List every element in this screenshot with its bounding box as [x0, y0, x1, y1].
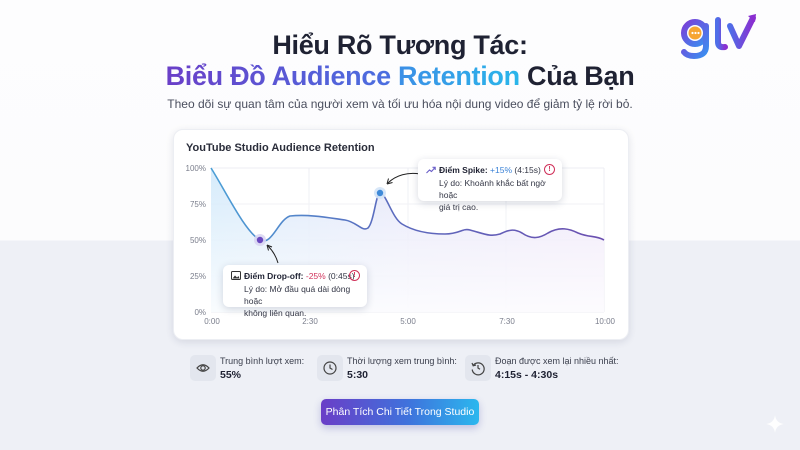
page-title-line2: Biểu Đồ Audience Retention Của Bạn: [0, 61, 800, 92]
x-tick-4: 10:00: [594, 317, 616, 326]
x-tick-0: 0:00: [204, 317, 220, 326]
dropoff-tooltip: Điểm Drop-off: -25% (0:45s) ! Lý do: Mở …: [223, 265, 367, 318]
sparkle-icon: [765, 414, 785, 434]
stat-label: Trung bình lượt xem:: [220, 356, 305, 366]
trending-up-icon: [426, 165, 436, 177]
info-icon[interactable]: !: [349, 270, 360, 281]
x-tick-3: 7:30: [499, 317, 515, 326]
page-subtitle: Theo dõi sự quan tâm của người xem và tố…: [167, 97, 633, 111]
dropoff-change: -25%: [305, 271, 326, 281]
spike-tooltip: Điểm Spike: +15% (4:15s) ! Lý do: Khoảnh…: [418, 159, 562, 212]
stat-most-rewatched: Đoạn được xem lại nhiều nhất: 4:15s - 4:…: [465, 354, 619, 388]
dropoff-reason-2: không liên quan.: [244, 308, 307, 318]
y-tick-50: 50%: [189, 236, 206, 245]
dropoff-reason-1: Lý do: Mở đầu quá dài dòng hoặc: [244, 284, 351, 306]
gtv-logo-icon: [678, 12, 768, 62]
spike-reason-2: giá trị cao.: [439, 202, 479, 212]
stat-value: 55%: [220, 369, 242, 381]
title-tail: Của Bạn: [519, 61, 635, 91]
page-title-line1: Hiểu Rõ Tương Tác:: [272, 30, 528, 60]
stat-label: Đoạn được xem lại nhiều nhất:: [495, 356, 619, 366]
title-highlight-1: Biểu Đồ Audience: [165, 61, 392, 91]
info-icon[interactable]: !: [544, 164, 555, 175]
x-tick-2: 5:00: [400, 317, 416, 326]
spike-change: +15%: [490, 165, 513, 175]
spike-time: (4:15s): [514, 165, 541, 175]
history-icon: [465, 355, 491, 381]
dropoff-label: Điểm Drop-off:: [244, 271, 304, 281]
x-tick-1: 2:30: [302, 317, 318, 326]
stat-avg-duration: Thời lượng xem trung bình: 5:30: [317, 354, 457, 388]
dropoff-time: (0:45s): [328, 271, 355, 281]
clock-icon: [317, 355, 343, 381]
stat-value: 4:15s - 4:30s: [495, 369, 559, 381]
spike-label: Điểm Spike:: [439, 165, 488, 175]
chart-title: YouTube Studio Audience Retention: [186, 142, 375, 154]
stat-label: Thời lượng xem trung bình:: [347, 356, 457, 366]
eye-icon: [190, 355, 216, 381]
y-tick-100: 100%: [185, 164, 206, 173]
y-tick-25: 25%: [189, 272, 206, 281]
analyze-in-studio-button[interactable]: Phân Tích Chi Tiết Trong Studio: [321, 399, 479, 425]
spike-reason-1: Lý do: Khoảnh khắc bất ngờ hoặc: [439, 178, 546, 200]
y-tick-0: 0%: [194, 308, 206, 317]
stat-value: 5:30: [347, 369, 369, 381]
title-highlight-2: Retention: [398, 61, 520, 91]
image-icon: [231, 271, 241, 283]
stat-avg-views: Trung bình lượt xem: 55%: [190, 354, 310, 388]
y-tick-75: 75%: [189, 200, 206, 209]
